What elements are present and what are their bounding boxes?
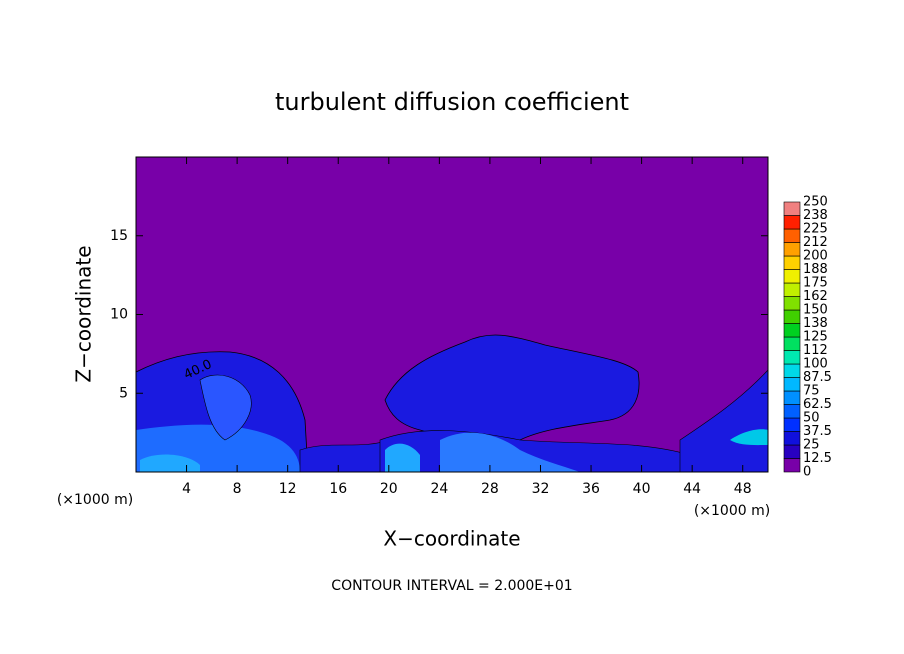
colorbar-label: 238: [803, 208, 828, 223]
x-tick-label: 20: [380, 481, 398, 497]
x-tick-label: 8: [233, 481, 242, 497]
colorbar-label: 150: [803, 303, 828, 318]
field-region: [385, 443, 420, 472]
x-tick-label: 40: [633, 481, 651, 497]
y-axis-label: Z−coordinate: [72, 245, 96, 382]
colorbar-label: 12.5: [803, 451, 832, 466]
colorbar-label: 212: [803, 235, 828, 250]
x-tick-label: 32: [532, 481, 550, 497]
colorbar-bin: [783, 417, 801, 432]
colorbar-label: 175: [803, 276, 828, 291]
x-axis-label: X−coordinate: [383, 527, 520, 551]
colorbar-bin: [783, 458, 801, 473]
colorbar-label: 25: [803, 438, 820, 453]
colorbar-label: 112: [803, 343, 828, 358]
colorbar-bin: [783, 404, 801, 419]
colorbar-bin: [783, 350, 801, 365]
colorbar-bin: [783, 444, 801, 459]
colorbar-label: 50: [803, 411, 820, 426]
field-region: [440, 432, 580, 472]
y-unit-label: (×1000 m): [57, 492, 133, 508]
colorbar-bin: [783, 336, 801, 351]
colorbar-bin: [783, 255, 801, 270]
y-tick-label: 15: [110, 228, 128, 244]
field: [135, 157, 769, 473]
colorbar-label: 225: [803, 222, 828, 237]
colorbar-bin: [783, 242, 801, 257]
x-tick-label: 36: [582, 481, 600, 497]
colorbar-label: 0: [803, 465, 811, 480]
colorbar-bin: [783, 390, 801, 405]
colorbar-label: 100: [803, 357, 828, 372]
x-unit-label: (×1000 m): [694, 503, 770, 519]
colorbar-bin: [783, 431, 801, 446]
colorbar-bin: [783, 296, 801, 311]
colorbar-label: 37.5: [803, 424, 832, 439]
x-tick-label: 4: [182, 481, 191, 497]
colorbar-label: 200: [803, 249, 828, 264]
field-region: [730, 429, 768, 446]
colorbar-bin: [783, 363, 801, 378]
colorbar-bin: [783, 215, 801, 230]
colorbar-label: 138: [803, 316, 828, 331]
colorbar-label: 62.5: [803, 397, 832, 412]
colorbar-bin: [783, 201, 801, 216]
colorbar-bin: [783, 228, 801, 243]
colorbar-bin: [783, 323, 801, 338]
field-region: [199, 374, 252, 441]
field-region: [140, 454, 200, 472]
x-tick-label: 44: [683, 481, 701, 497]
x-tick-label: 24: [430, 481, 448, 497]
chart-title: turbulent diffusion coefficient: [275, 88, 629, 116]
colorbar-label: 250: [803, 195, 828, 210]
colorbar-label: 162: [803, 289, 828, 304]
y-tick-label: 5: [119, 385, 128, 401]
colorbar-label: 75: [803, 384, 820, 399]
colorbar-bin: [783, 282, 801, 297]
footer: CONTOUR INTERVAL = 2.000E+01: [331, 578, 572, 594]
colorbar-bin: [783, 269, 801, 284]
colorbar-label: 87.5: [803, 370, 832, 385]
x-tick-label: 48: [734, 481, 752, 497]
colorbar-bin: [783, 377, 801, 392]
colorbar-bin: [783, 309, 801, 324]
y-tick-label: 10: [110, 307, 128, 323]
x-tick-label: 16: [329, 481, 347, 497]
x-tick-label: 28: [481, 481, 499, 497]
colorbar-label: 125: [803, 330, 828, 345]
colorbar-label: 188: [803, 262, 828, 277]
x-tick-label: 12: [279, 481, 297, 497]
